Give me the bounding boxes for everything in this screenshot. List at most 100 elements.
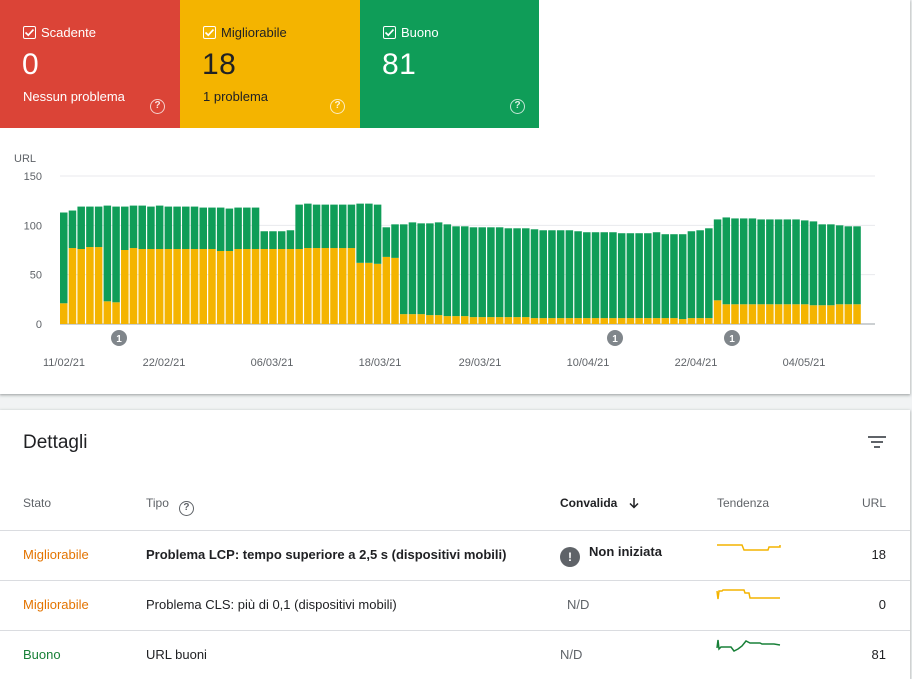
url-count: 0 — [878, 597, 886, 612]
bar-segment — [173, 249, 181, 324]
y-tick-label: 150 — [24, 171, 42, 183]
bar-segment — [783, 219, 792, 305]
bar-segment — [103, 301, 112, 324]
help-icon[interactable]: ? — [330, 99, 345, 114]
trend-sparkline — [716, 589, 782, 608]
bar-segment — [251, 207, 260, 250]
bar-segment — [260, 231, 269, 250]
bar-segment — [443, 224, 452, 317]
checkbox-checked-icon[interactable] — [23, 26, 36, 39]
x-tick-label: 11/02/21 — [43, 357, 85, 369]
bar-segment — [286, 249, 295, 324]
table-row[interactable]: Buono URL buoni N/D 81 — [0, 631, 910, 679]
bar-segment — [330, 248, 338, 324]
bar-segment — [757, 304, 765, 324]
bar-segment — [182, 249, 190, 324]
tile-scadente[interactable]: Scadente 0 Nessun problema ? — [0, 0, 180, 128]
bar-segment — [147, 206, 155, 250]
filter-icon[interactable] — [864, 429, 890, 455]
checkbox-checked-icon[interactable] — [203, 26, 216, 39]
bar-segment — [338, 248, 347, 324]
bar-segment — [147, 249, 155, 324]
bar-segment — [652, 318, 661, 324]
bar-segment — [609, 318, 617, 324]
tile-count: 81 — [382, 48, 417, 81]
bar-segment — [530, 318, 539, 324]
help-icon[interactable]: ? — [178, 501, 194, 516]
bar-segment — [548, 230, 556, 319]
sparkline-svg — [716, 589, 780, 600]
x-tick-label: 04/05/21 — [783, 357, 826, 369]
bar-segment — [347, 248, 356, 324]
bar-segment — [574, 318, 582, 324]
header-tendenza: Tendenza — [717, 496, 770, 510]
bar-segment — [356, 262, 364, 324]
bar-segment — [853, 304, 861, 324]
bar-segment — [461, 316, 469, 324]
bar-segment — [556, 318, 565, 324]
bar-segment — [661, 318, 670, 324]
summary-card: Scadente 0 Nessun problema ? Migliorabil… — [0, 0, 910, 394]
annotation-marker — [607, 330, 623, 346]
bar-segment — [678, 234, 687, 320]
bar-segment — [225, 250, 234, 324]
bar-segment — [243, 207, 251, 250]
bar-segment — [504, 317, 513, 324]
bar-segment — [478, 317, 486, 324]
bar-segment — [722, 304, 731, 324]
tile-migliorabile[interactable]: Migliorabile 18 1 problema ? — [180, 0, 360, 128]
status-label: Buono — [23, 647, 61, 662]
bar-segment — [86, 247, 94, 324]
bar-segment — [260, 249, 269, 324]
bar-segment — [216, 207, 225, 251]
bar-segment — [234, 249, 242, 324]
bar-segment — [774, 304, 783, 324]
bar-segment — [731, 218, 739, 305]
bar-segment — [408, 222, 417, 315]
table-row[interactable]: Migliorabile Problema CLS: più di 0,1 (di… — [0, 581, 910, 631]
bar-segment — [853, 226, 861, 305]
help-icon[interactable]: ? — [510, 99, 525, 114]
bar-segment — [722, 217, 731, 305]
bar-segment — [321, 248, 330, 324]
bar-segment — [635, 318, 643, 324]
bar-segment — [426, 315, 434, 324]
bar-segment — [208, 207, 216, 250]
x-tick-label: 29/03/21 — [459, 357, 502, 369]
table-row[interactable]: Migliorabile Problema LCP: tempo superior… — [0, 531, 910, 581]
annotation-marker-label: 1 — [612, 334, 618, 345]
issue-type: URL buoni — [146, 647, 207, 662]
bar-segment — [338, 204, 347, 249]
help-icon[interactable]: ? — [150, 99, 165, 114]
status-label: Migliorabile — [23, 597, 89, 612]
bar-segment — [757, 219, 765, 305]
bar-segment — [251, 249, 260, 324]
bar-segment — [495, 317, 504, 324]
header-tipo-label: Tipo — [146, 496, 169, 510]
bar-segment — [434, 222, 443, 316]
tile-buono[interactable]: Buono 81 ? — [360, 0, 539, 128]
header-convalida-sort[interactable]: Convalida — [560, 496, 640, 510]
url-count: 81 — [871, 647, 886, 662]
bar-segment — [86, 206, 94, 248]
bar-segment — [304, 248, 312, 324]
bar-segment — [748, 304, 757, 324]
bar-segment — [644, 233, 652, 319]
details-title: Dettagli — [23, 432, 88, 453]
bar-segment — [129, 248, 138, 324]
bar-segment — [68, 248, 77, 324]
bar-segment — [434, 315, 443, 324]
table-header: Stato Tipo? Convalida Tendenza URL — [0, 482, 910, 531]
header-stato: Stato — [23, 496, 52, 510]
bar-segment — [173, 206, 181, 250]
status-label: Migliorabile — [23, 547, 89, 562]
bar-segment — [827, 305, 835, 324]
bar-segment — [94, 206, 103, 248]
bar-segment — [626, 318, 635, 324]
checkbox-checked-icon[interactable] — [383, 26, 396, 39]
bar-segment — [600, 232, 608, 319]
bar-segment — [155, 205, 164, 250]
bar-segment — [696, 318, 704, 324]
bar-segment — [469, 227, 478, 318]
issue-type: Problema CLS: più di 0,1 (dispositivi mo… — [146, 597, 397, 612]
